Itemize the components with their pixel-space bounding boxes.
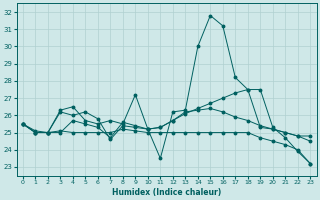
X-axis label: Humidex (Indice chaleur): Humidex (Indice chaleur) xyxy=(112,188,221,197)
